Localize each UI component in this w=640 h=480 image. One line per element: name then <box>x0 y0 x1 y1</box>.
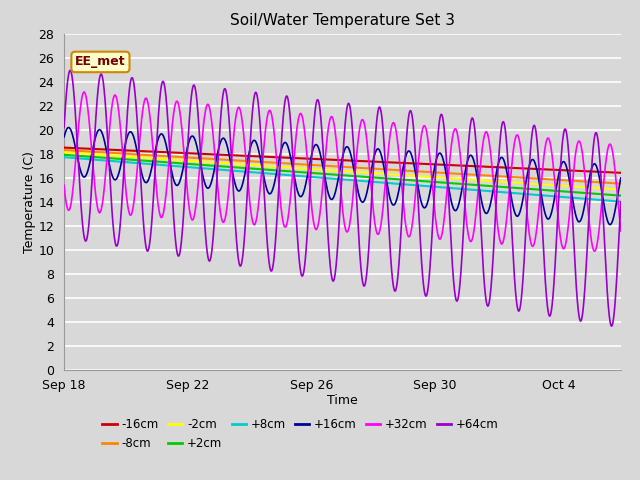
Line: -2cm: -2cm <box>64 153 621 190</box>
+16cm <box>216 142 223 148</box>
-8cm <box>617 180 625 186</box>
Line: +64cm: +64cm <box>64 71 621 326</box>
+16cm <box>617 175 625 181</box>
-16cm <box>617 170 625 176</box>
+8cm <box>564 194 572 200</box>
+64cm <box>67 68 74 73</box>
Line: -16cm: -16cm <box>64 147 621 173</box>
+32cm <box>180 144 188 149</box>
Legend: -16cm, -8cm, -2cm, +2cm, +8cm, +16cm, +32cm, +64cm: -16cm, -8cm, -2cm, +2cm, +8cm, +16cm, +3… <box>98 413 504 455</box>
+64cm <box>180 213 188 219</box>
Line: +8cm: +8cm <box>64 157 621 202</box>
Title: Soil/Water Temperature Set 3: Soil/Water Temperature Set 3 <box>230 13 455 28</box>
-16cm <box>216 152 223 157</box>
-2cm <box>179 157 187 163</box>
-16cm <box>564 168 572 173</box>
+2cm <box>216 163 223 169</box>
+32cm <box>591 248 598 254</box>
+16cm <box>406 150 414 156</box>
+16cm <box>397 177 404 183</box>
Line: -8cm: -8cm <box>64 150 621 183</box>
+2cm <box>616 192 624 198</box>
+16cm <box>180 164 188 170</box>
+64cm <box>564 143 572 148</box>
Y-axis label: Temperature (C): Temperature (C) <box>22 151 36 252</box>
+2cm <box>564 189 572 194</box>
-16cm <box>397 160 404 166</box>
+32cm <box>564 225 572 231</box>
+32cm <box>617 227 625 232</box>
-8cm <box>60 147 68 153</box>
+32cm <box>617 228 625 234</box>
-8cm <box>397 168 404 173</box>
+8cm <box>216 167 223 172</box>
+64cm <box>617 202 625 208</box>
Line: +16cm: +16cm <box>64 128 621 225</box>
+2cm <box>60 152 68 157</box>
+2cm <box>179 161 187 167</box>
Line: +2cm: +2cm <box>64 155 621 196</box>
+64cm <box>216 130 223 135</box>
+64cm <box>617 199 625 205</box>
-8cm <box>616 180 624 186</box>
-16cm <box>179 150 187 156</box>
-2cm <box>564 183 572 189</box>
+16cm <box>60 134 68 140</box>
-8cm <box>406 168 414 174</box>
+8cm <box>406 182 414 188</box>
Text: EE_met: EE_met <box>75 55 126 69</box>
-2cm <box>60 150 68 156</box>
+8cm <box>397 181 404 187</box>
+2cm <box>397 177 404 182</box>
+2cm <box>406 177 414 183</box>
-2cm <box>406 173 414 179</box>
+32cm <box>397 173 404 179</box>
Line: +32cm: +32cm <box>64 92 621 251</box>
-2cm <box>397 172 404 178</box>
+2cm <box>617 192 625 199</box>
+16cm <box>617 176 625 181</box>
+16cm <box>564 170 572 176</box>
+8cm <box>179 164 187 169</box>
-8cm <box>179 154 187 160</box>
+64cm <box>607 323 615 329</box>
-16cm <box>60 144 68 150</box>
+32cm <box>60 182 68 188</box>
+16cm <box>606 222 614 228</box>
-16cm <box>616 170 624 176</box>
+32cm <box>80 89 88 95</box>
+8cm <box>617 199 625 204</box>
+64cm <box>406 108 414 114</box>
+32cm <box>406 231 414 237</box>
-2cm <box>216 160 223 166</box>
-8cm <box>216 156 223 162</box>
+16cm <box>65 125 72 131</box>
-2cm <box>616 187 624 192</box>
+8cm <box>616 199 624 204</box>
-8cm <box>564 178 572 183</box>
+32cm <box>216 204 223 209</box>
+8cm <box>60 155 68 160</box>
+64cm <box>397 232 404 238</box>
-2cm <box>617 187 625 192</box>
-16cm <box>406 160 414 166</box>
X-axis label: Time: Time <box>327 394 358 407</box>
+64cm <box>60 125 68 131</box>
